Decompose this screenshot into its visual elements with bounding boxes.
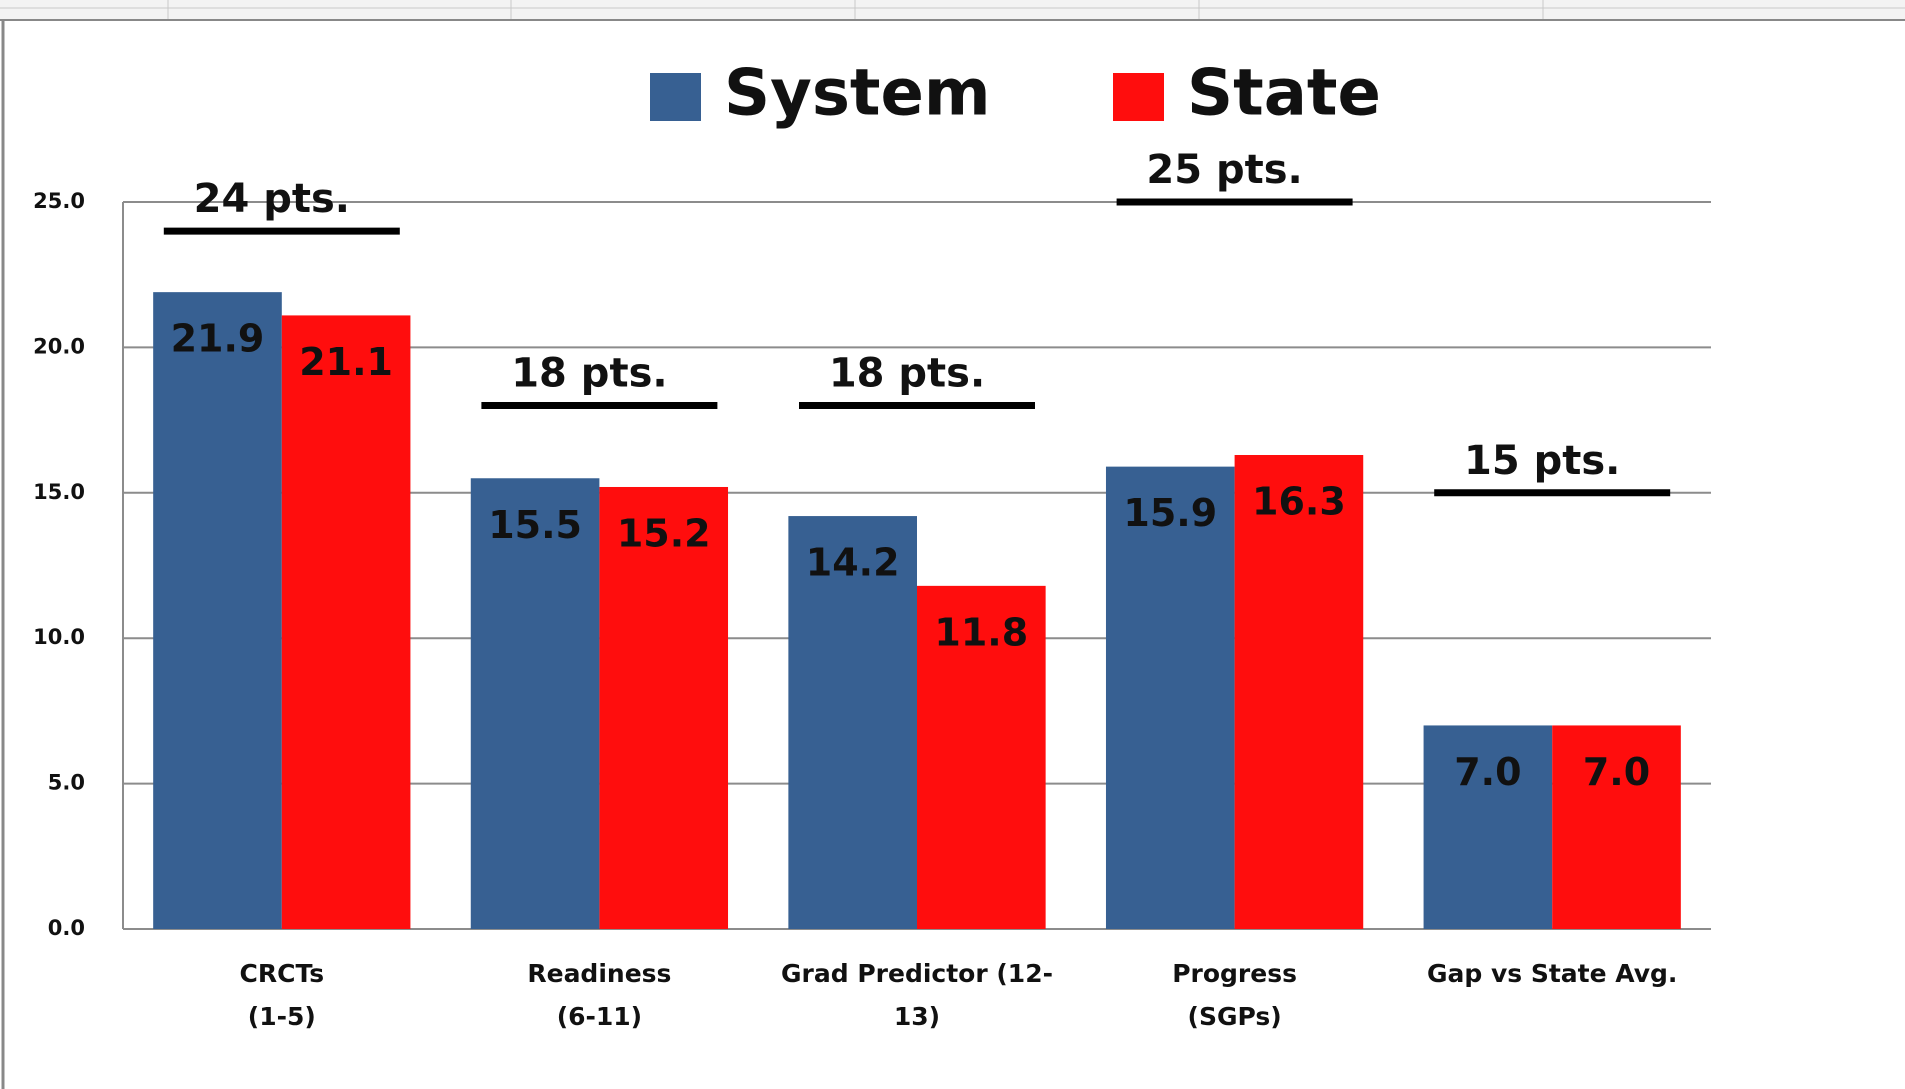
- bar: [1234, 454, 1364, 929]
- bar: [917, 585, 1046, 929]
- bar: [470, 478, 600, 929]
- bar: [1423, 725, 1553, 929]
- annotation-label: 18 pts.: [829, 351, 985, 397]
- bar: [599, 486, 729, 929]
- x-tick-label: (SGPs): [1188, 1002, 1282, 1031]
- legend-label: System: [724, 57, 991, 131]
- bar: [1552, 725, 1681, 929]
- value-label: 21.1: [299, 340, 393, 384]
- value-label: 16.3: [1252, 479, 1346, 523]
- sheet-header: [0, 0, 1905, 20]
- x-tick-label: Readiness: [527, 959, 671, 988]
- annotation-label: 24 pts.: [194, 176, 350, 222]
- bar: [281, 315, 411, 929]
- y-tick-label: 20.0: [33, 334, 85, 358]
- value-label: 15.2: [617, 511, 711, 555]
- y-tick-label: 10.0: [33, 625, 85, 649]
- annotation-label: 18 pts.: [511, 351, 667, 397]
- bar: [788, 516, 917, 929]
- value-label: 7.0: [1583, 750, 1650, 794]
- y-tick-label: 15.0: [33, 480, 85, 504]
- y-tick-label: 25.0: [33, 189, 85, 213]
- y-tick-label: 0.0: [48, 916, 85, 940]
- x-tick-label: Progress: [1172, 959, 1297, 988]
- annotation-label: 25 pts.: [1146, 147, 1302, 193]
- value-label: 11.8: [934, 610, 1028, 654]
- x-tick-label: 13): [894, 1002, 940, 1031]
- value-label: 14.2: [806, 541, 900, 585]
- bar: [1105, 466, 1235, 929]
- y-tick-label: 5.0: [48, 771, 85, 795]
- x-tick-label: CRCTs: [240, 959, 325, 988]
- value-label: 15.9: [1123, 491, 1217, 535]
- legend-swatch: [650, 73, 701, 121]
- x-tick-label: Grad Predictor (12-: [781, 959, 1053, 988]
- annotation-label: 15 pts.: [1464, 438, 1620, 484]
- legend-swatch: [1113, 73, 1164, 121]
- value-label: 15.5: [488, 503, 582, 547]
- sheet-cells: [0, 0, 1905, 20]
- legend-label: State: [1187, 57, 1381, 131]
- value-label: 21.9: [171, 317, 265, 361]
- value-label: 7.0: [1454, 750, 1521, 794]
- bar: [153, 292, 282, 929]
- x-tick-label: (6-11): [557, 1002, 642, 1031]
- x-tick-label: (1-5): [248, 1002, 316, 1031]
- x-tick-label: Gap vs State Avg.: [1427, 959, 1677, 988]
